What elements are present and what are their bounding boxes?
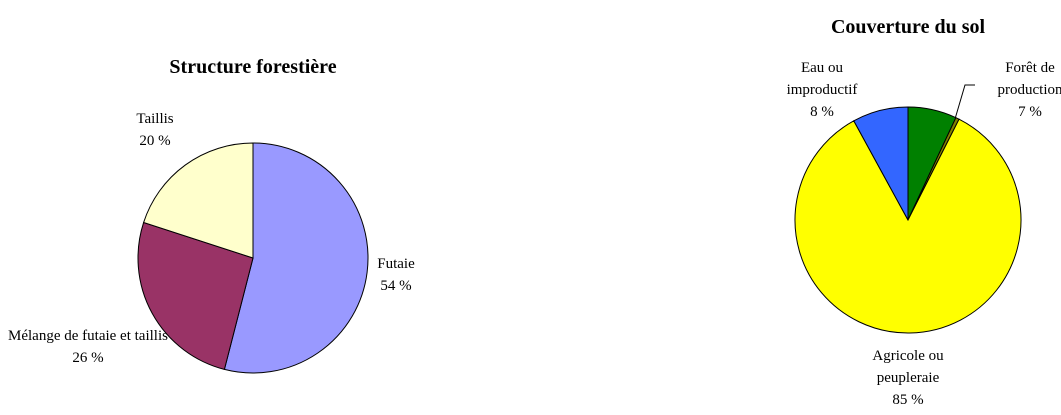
slice-label: Forêt de production 7 % — [980, 57, 1061, 123]
slice-value: 20 % — [139, 133, 171, 149]
pie-slice — [853, 106, 909, 221]
slice-category: Forêt de production — [997, 60, 1061, 98]
slice-label: Taillis 20 % — [115, 108, 195, 152]
pie-slice — [142, 142, 254, 259]
slice-value: 54 % — [380, 278, 412, 294]
leader-line — [954, 84, 975, 120]
slice-value: 85 % — [892, 392, 924, 408]
chart-title: Structure forestière — [169, 56, 337, 78]
slice-value: 8 % — [810, 104, 834, 120]
chart-title: Couverture du sol — [830, 16, 986, 38]
slice-value: 7 % — [1018, 104, 1042, 120]
slice-label: Eau ou improductif 8 % — [777, 57, 867, 123]
pie-slice — [794, 118, 1022, 334]
slice-category: Futaie — [377, 256, 415, 272]
pie-slice — [223, 142, 369, 374]
slice-value: 26 % — [72, 350, 104, 366]
slice-label: Agricole ou peupleraie 85 % — [853, 345, 963, 411]
slice-category: Taillis — [136, 111, 174, 127]
pie-slice — [137, 221, 254, 370]
slice-category: Agricole ou peupleraie — [872, 348, 944, 386]
slice-category: Mélange de futaie et taillis — [8, 328, 168, 344]
slice-label: Mélange de futaie et taillis 26 % — [8, 325, 168, 369]
slice-category: Eau ou improductif — [786, 60, 858, 98]
slice-label: Futaie 54 % — [351, 253, 441, 297]
